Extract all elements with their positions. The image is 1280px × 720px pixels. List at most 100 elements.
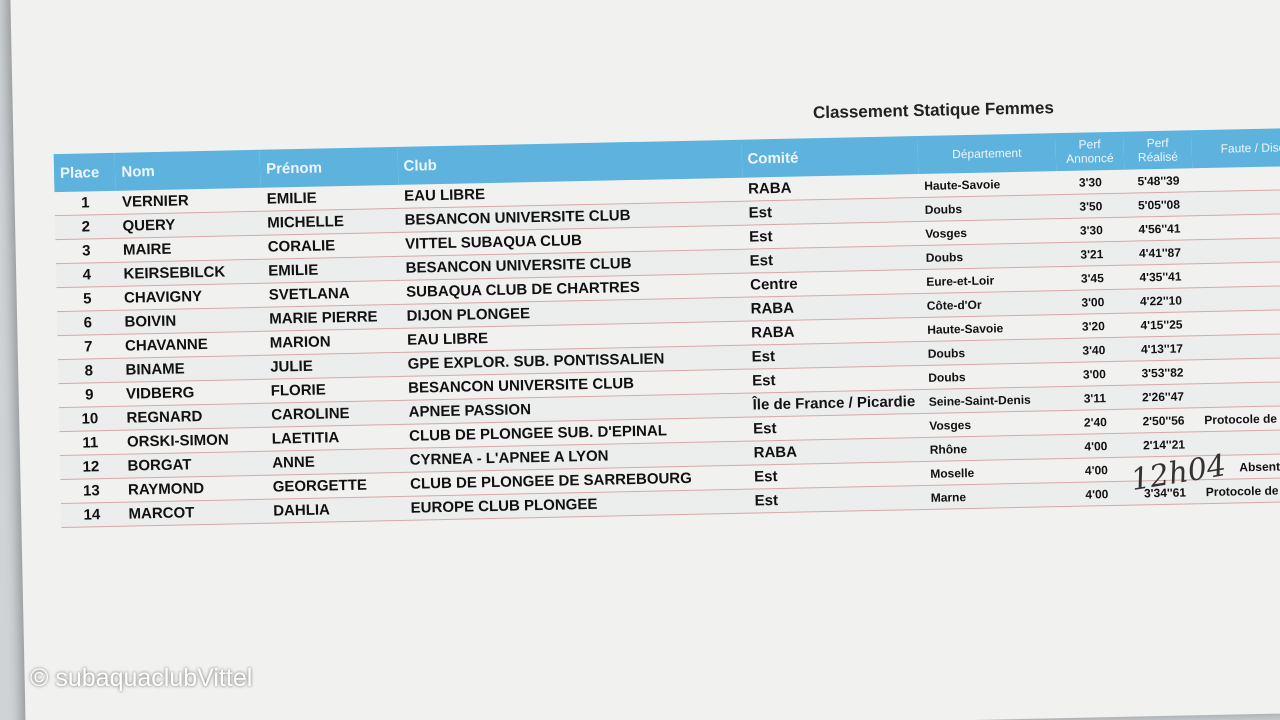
cell-faute — [1194, 237, 1280, 264]
cell-nom: VIDBERG — [119, 379, 265, 407]
table-body: 1 VERNIER EMILIE EAU LIBRE RABA Haute-Savoie 3… — [54, 165, 1280, 528]
cell-place: 8 — [57, 358, 120, 384]
cell-place: 2 — [54, 214, 117, 240]
cell-nom: MAIRE — [116, 235, 262, 263]
cell-prenom: MICHELLE — [260, 208, 399, 236]
cell-annonce: 4'00 — [1062, 481, 1131, 507]
cell-comite: Est — [743, 245, 920, 274]
cell-annonce: 3'40 — [1059, 337, 1128, 363]
cell-realise: 4'41''87 — [1125, 239, 1195, 266]
cell-realise: 2'50''56 — [1128, 407, 1199, 434]
cell-faute: Protocole de sortie — [1197, 405, 1280, 432]
cell-prenom: ANNE — [266, 448, 404, 476]
cell-departement: Seine-Saint-Denis — [922, 386, 1062, 414]
cell-nom: RAYMOND — [121, 475, 268, 503]
cell-place: 6 — [56, 310, 119, 336]
column-header: Comité — [741, 136, 918, 178]
cell-realise: 4'35''41 — [1125, 263, 1196, 290]
cell-faute — [1195, 285, 1280, 312]
cell-place: 7 — [57, 334, 120, 360]
cell-annonce: 3'50 — [1056, 193, 1125, 219]
cell-place: 3 — [55, 238, 118, 264]
cell-comite: Île de France / Picardie — [746, 389, 923, 418]
cell-comite: Est — [748, 485, 926, 514]
cell-annonce: 3'30 — [1057, 217, 1126, 243]
cell-place: 14 — [60, 502, 123, 528]
cell-nom: BORGAT — [121, 451, 267, 479]
cell-annonce: 3'00 — [1058, 289, 1127, 315]
cell-prenom: CAROLINE — [264, 400, 403, 428]
cell-nom: ORSKI-SIMON — [120, 427, 267, 455]
column-header: Perf Réalisé — [1123, 130, 1193, 170]
cell-departement: Eure-et-Loir — [919, 266, 1059, 294]
cell-departement: Côte-d'Or — [920, 290, 1060, 318]
cell-annonce: 3'11 — [1060, 385, 1129, 411]
cell-annonce: 4'00 — [1061, 433, 1130, 459]
cell-faute — [1192, 165, 1280, 192]
cell-prenom: JULIE — [263, 352, 402, 380]
cell-prenom: SVETLANA — [262, 280, 401, 308]
cell-departement: Rhône — [923, 434, 1063, 462]
cell-faute — [1193, 189, 1280, 216]
cell-departement: Doubs — [919, 242, 1059, 270]
cell-annonce: 4'00 — [1062, 457, 1131, 483]
cell-nom: QUERY — [116, 211, 262, 239]
column-header: Département — [917, 133, 1057, 175]
cell-comite: RABA — [744, 317, 922, 346]
cell-departement: Doubs — [921, 362, 1061, 390]
cell-prenom: EMILIE — [260, 184, 399, 212]
cell-faute — [1195, 309, 1280, 336]
cell-departement: Doubs — [921, 338, 1061, 366]
cell-prenom: DAHLIA — [267, 496, 405, 524]
cell-place: 5 — [56, 286, 119, 312]
cell-prenom: GEORGETTE — [266, 472, 405, 500]
cell-departement: Haute-Savoie — [920, 314, 1060, 342]
column-header: Prénom — [259, 146, 398, 188]
photo-credit: © subaquaclubVittel — [30, 664, 253, 692]
cell-faute — [1196, 357, 1280, 384]
cell-departement: Marne — [924, 482, 1064, 510]
cell-realise: 4'22''10 — [1126, 287, 1196, 314]
cell-prenom: FLORIE — [264, 376, 403, 404]
cell-place: 10 — [58, 406, 121, 432]
cell-faute — [1197, 381, 1280, 408]
cell-annonce: 3'21 — [1057, 241, 1126, 267]
cell-comite: Est — [747, 461, 925, 490]
cell-realise: 3'53''82 — [1127, 359, 1198, 386]
cell-nom: VERNIER — [115, 187, 261, 215]
cell-annonce: 3'45 — [1058, 265, 1127, 291]
cell-prenom: MARIE PIERRE — [262, 304, 401, 332]
column-header: Place — [53, 152, 116, 193]
cell-nom: REGNARD — [120, 403, 266, 431]
cell-prenom: MARION — [263, 328, 402, 356]
cell-realise: 5'48''39 — [1123, 168, 1194, 194]
cell-departement: Vosges — [922, 410, 1062, 438]
column-header: Perf Annoncé — [1055, 131, 1124, 172]
cell-departement: Doubs — [918, 194, 1058, 222]
document-title: Classement Statique Femmes — [812, 98, 1055, 123]
cell-prenom: EMILIE — [261, 256, 400, 284]
column-header: Faute / Disq — [1191, 127, 1280, 169]
cell-place: 9 — [58, 382, 121, 408]
paper-sheet: Classement Statique Femmes Place Nom Préno… — [10, 0, 1280, 720]
cell-faute — [1193, 213, 1280, 240]
cell-annonce: 3'00 — [1060, 361, 1129, 387]
cell-realise: 4'15''25 — [1126, 311, 1197, 338]
cell-nom: BOIVIN — [118, 307, 264, 335]
cell-faute — [1194, 261, 1280, 288]
cell-nom: CHAVANNE — [118, 331, 264, 359]
cell-faute — [1196, 333, 1280, 360]
cell-annonce: 3'30 — [1056, 169, 1125, 195]
cell-realise: 2'26''47 — [1128, 383, 1198, 410]
cell-departement: Haute-Savoie — [917, 171, 1057, 198]
results-table: Place Nom Prénom Club Comité Département Perf … — [53, 127, 1280, 528]
cell-place: 13 — [60, 478, 123, 504]
cell-comite: Est — [746, 413, 924, 442]
cell-comite: Centre — [743, 269, 921, 298]
cell-place: 11 — [59, 430, 122, 456]
cell-prenom: LAETITIA — [265, 424, 404, 452]
cell-annonce: 3'20 — [1059, 313, 1128, 339]
cell-departement: Vosges — [918, 218, 1058, 246]
